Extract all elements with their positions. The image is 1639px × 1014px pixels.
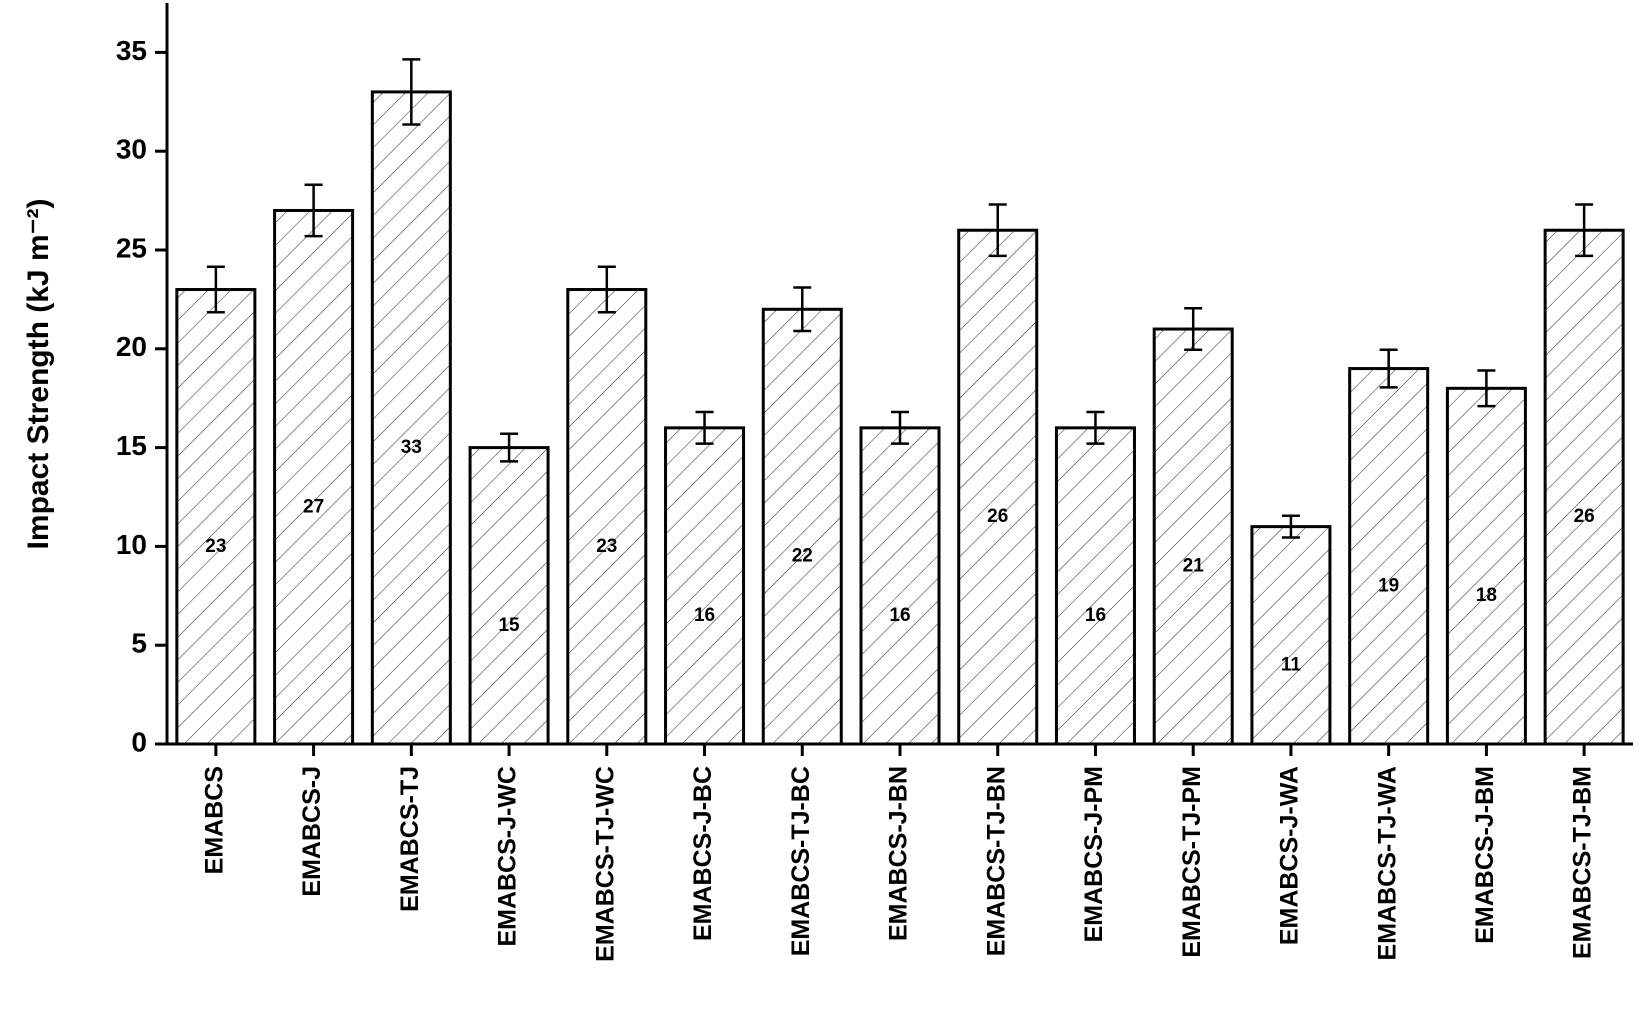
error-bar xyxy=(1477,369,1496,408)
error-bar xyxy=(1086,410,1105,445)
error-bar xyxy=(988,203,1007,258)
value-label: 26 xyxy=(1574,506,1595,527)
bar xyxy=(957,228,1039,746)
error-bar xyxy=(695,410,714,445)
value-label: 15 xyxy=(498,615,520,636)
bar xyxy=(566,288,648,746)
y-tick-label: 35 xyxy=(116,35,147,66)
y-tick-label: 15 xyxy=(116,430,147,461)
x-tick-label: EMABCS-TJ-PM xyxy=(1178,766,1206,958)
error-bar xyxy=(500,432,519,463)
value-label: 16 xyxy=(694,605,715,626)
y-tick-label: 10 xyxy=(116,529,147,560)
value-label: 16 xyxy=(1085,605,1106,626)
y-tick-label: 5 xyxy=(131,628,147,659)
y-tick-label: 20 xyxy=(116,331,147,362)
bar xyxy=(175,288,257,746)
value-label: 23 xyxy=(205,536,226,557)
value-label: 33 xyxy=(401,437,422,458)
error-bar xyxy=(793,286,812,333)
error-bar xyxy=(891,410,909,445)
x-tick-label: EMABCS-TJ-BC xyxy=(787,766,815,956)
bar xyxy=(1543,228,1625,746)
bar xyxy=(1250,525,1332,746)
error-bar xyxy=(1281,514,1300,539)
y-tick-label: 0 xyxy=(131,726,147,757)
x-tick-label: EMABCS-J xyxy=(298,766,326,897)
y-tick-label: 30 xyxy=(116,134,147,165)
error-bar xyxy=(597,265,616,314)
value-label: 26 xyxy=(987,506,1008,527)
error-bar xyxy=(402,58,421,126)
x-tick-label: EMABCS-TJ-BN xyxy=(982,766,1010,956)
bar xyxy=(859,426,941,746)
x-tick-label: EMABCS-TJ-BM xyxy=(1569,766,1597,959)
y-tick-label: 25 xyxy=(116,232,147,263)
x-tick-label: EMABCS-J-WA xyxy=(1276,766,1304,945)
bar xyxy=(273,208,355,746)
bar xyxy=(468,446,550,746)
x-tick-label: EMABCS-TJ-WA xyxy=(1373,766,1401,960)
value-label: 23 xyxy=(596,536,617,557)
x-tick-label: EMABCS-J-BC xyxy=(689,766,717,941)
error-bar xyxy=(206,265,225,314)
value-label: 11 xyxy=(1281,654,1302,675)
error-bar xyxy=(1184,307,1203,352)
bar xyxy=(664,426,746,746)
x-tick-label: EMABCS-J-BM xyxy=(1471,766,1499,944)
x-tick-label: EMABCS-TJ xyxy=(396,766,424,912)
value-label: 16 xyxy=(889,605,910,626)
value-label: 22 xyxy=(792,546,813,567)
bar xyxy=(1348,367,1430,746)
value-label: 19 xyxy=(1378,575,1399,596)
error-bar xyxy=(1575,203,1594,258)
bar xyxy=(1054,426,1136,746)
x-tick-label: EMABCS-J-BN xyxy=(885,766,913,941)
bar xyxy=(1152,327,1234,746)
bar xyxy=(1445,386,1527,746)
value-label: 21 xyxy=(1183,556,1205,577)
x-tick-label: EMABCS xyxy=(200,766,228,874)
error-bar xyxy=(1379,348,1398,389)
value-label: 18 xyxy=(1476,585,1497,606)
y-axis-label: Impact Strength (kJ m⁻²) xyxy=(22,199,55,550)
bar xyxy=(761,307,843,746)
error-bar xyxy=(304,183,323,238)
x-tick-label: EMABCS-J-WC xyxy=(494,766,522,947)
x-tick-label: EMABCS-TJ-WC xyxy=(591,766,619,962)
bar xyxy=(370,90,452,746)
x-tick-label: EMABCS-J-PM xyxy=(1080,766,1108,942)
value-label: 27 xyxy=(303,496,324,517)
